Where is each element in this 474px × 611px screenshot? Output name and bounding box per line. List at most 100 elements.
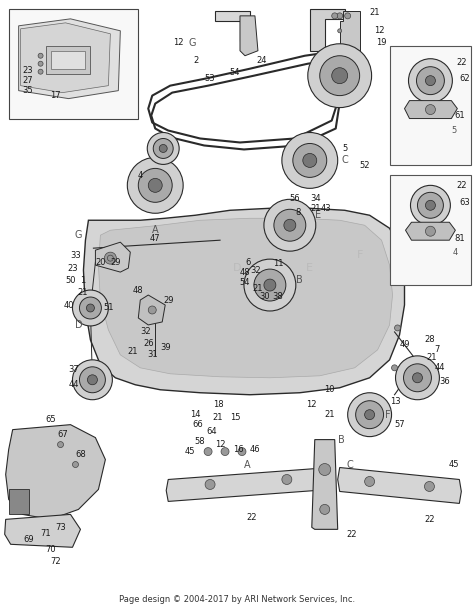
Text: 35: 35 [23,86,33,95]
Circle shape [365,410,374,420]
Text: 29: 29 [110,258,120,266]
Circle shape [417,67,445,95]
Text: 64: 64 [207,427,218,436]
Text: 39: 39 [160,343,171,353]
Text: 23: 23 [23,66,33,75]
Circle shape [395,356,439,400]
Circle shape [205,480,215,489]
Circle shape [308,44,372,108]
Circle shape [418,192,443,218]
Circle shape [264,279,276,291]
Circle shape [345,13,351,19]
Text: 44: 44 [434,364,445,372]
Circle shape [73,461,79,467]
Text: 47: 47 [150,233,161,243]
Text: 30: 30 [260,291,270,301]
Text: A: A [152,225,158,235]
Text: 40: 40 [63,301,74,310]
Text: 29: 29 [163,296,173,304]
Text: 21: 21 [127,348,137,356]
Circle shape [73,360,112,400]
Text: 46: 46 [250,445,260,454]
Circle shape [244,259,296,311]
Circle shape [264,199,316,251]
Text: A: A [244,459,250,469]
Polygon shape [166,467,332,502]
Text: 4: 4 [137,171,143,180]
Text: 21: 21 [369,9,380,17]
Circle shape [221,448,229,456]
Circle shape [319,464,331,475]
Text: 12: 12 [374,26,385,35]
Circle shape [282,133,337,188]
Polygon shape [6,425,105,519]
Text: 28: 28 [424,335,435,345]
Polygon shape [215,11,250,41]
Circle shape [148,306,156,314]
Text: 21: 21 [426,353,437,362]
Text: 61: 61 [454,111,465,120]
Text: 18: 18 [213,400,223,409]
Text: 45: 45 [449,460,460,469]
Circle shape [426,226,436,236]
Circle shape [274,210,306,241]
Text: D: D [74,320,82,330]
Text: B: B [338,434,345,445]
Text: 51: 51 [103,304,114,312]
Text: 44: 44 [68,380,79,389]
Text: 72: 72 [50,557,61,566]
Text: 4: 4 [453,247,458,257]
Bar [390,175,471,285]
Circle shape [87,375,98,385]
Circle shape [394,325,401,331]
Text: G: G [75,230,82,240]
Polygon shape [405,222,456,240]
Text: Page design © 2004-2017 by ARI Network Services, Inc.: Page design © 2004-2017 by ARI Network S… [119,595,355,604]
Text: 48: 48 [240,268,250,277]
Text: 12: 12 [173,38,183,47]
Text: 37: 37 [68,365,79,375]
Circle shape [412,373,422,382]
Circle shape [204,448,212,456]
Polygon shape [95,242,130,272]
Text: 22: 22 [424,515,435,524]
Circle shape [73,290,109,326]
Circle shape [410,185,450,225]
Text: 26: 26 [143,339,154,348]
Circle shape [159,144,167,153]
Text: 49: 49 [399,340,410,349]
Circle shape [409,59,452,103]
Circle shape [337,29,342,33]
Text: 63: 63 [459,198,470,207]
Text: 19: 19 [376,38,387,47]
Text: 21: 21 [77,288,88,296]
Text: D: D [233,263,241,273]
Text: 22: 22 [246,513,257,522]
Text: 13: 13 [390,397,401,406]
Polygon shape [138,295,165,325]
Text: 31: 31 [147,350,157,359]
Text: 22: 22 [456,181,466,190]
Text: 54: 54 [230,68,240,77]
Circle shape [332,13,337,19]
Text: 20: 20 [95,258,106,266]
Text: E: E [306,263,313,273]
Text: C: C [341,155,348,166]
Text: 50: 50 [65,276,76,285]
Text: 71: 71 [40,529,51,538]
Circle shape [365,477,374,486]
Circle shape [392,365,398,371]
Circle shape [138,169,172,202]
Text: 52: 52 [359,161,370,170]
Circle shape [293,144,327,177]
Text: 43: 43 [320,204,331,213]
Text: 2: 2 [193,56,199,65]
Circle shape [80,367,105,393]
Circle shape [128,158,183,213]
Text: 21: 21 [325,410,335,419]
Text: 36: 36 [439,377,450,386]
Circle shape [347,393,392,437]
Circle shape [426,200,436,210]
Text: 15: 15 [230,413,240,422]
Text: 62: 62 [459,74,470,83]
